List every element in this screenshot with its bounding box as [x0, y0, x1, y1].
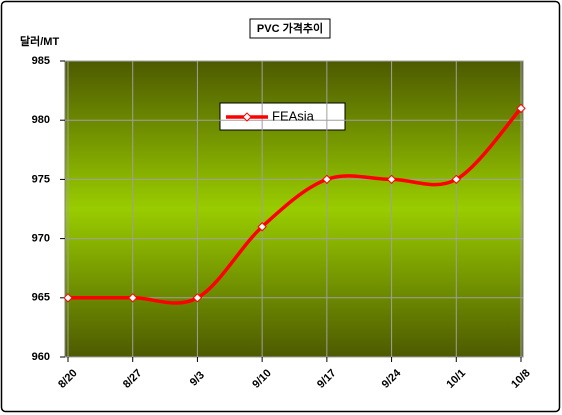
marker — [257, 222, 267, 232]
legend-label: FEAsia — [272, 108, 315, 123]
legend-box — [219, 102, 346, 131]
marker — [128, 293, 138, 303]
marker — [63, 293, 73, 303]
y-tick-label: 975 — [32, 173, 50, 185]
title-box — [249, 18, 331, 39]
y-tick-label: 985 — [32, 55, 50, 67]
marker — [386, 174, 397, 185]
y-tick-label: 970 — [32, 233, 50, 245]
marker — [516, 103, 526, 114]
y-tick-label: 960 — [32, 351, 50, 363]
chart-title: PVC 가격추이 — [257, 21, 323, 35]
legend-marker — [242, 112, 252, 122]
marker — [322, 174, 332, 185]
marker — [451, 174, 461, 185]
y-tick-label: 965 — [32, 292, 50, 304]
y-tick-label: 980 — [32, 114, 50, 126]
marker — [192, 293, 203, 303]
y-axis-label: 달러/MT — [20, 34, 59, 48]
